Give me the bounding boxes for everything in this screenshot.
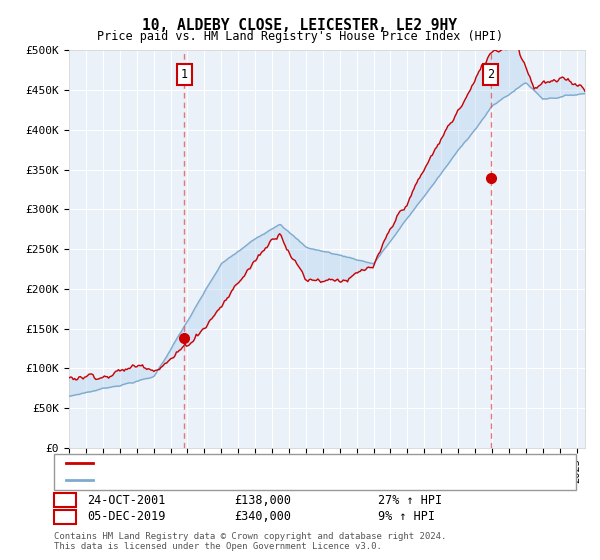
Text: 27% ↑ HPI: 27% ↑ HPI xyxy=(378,493,442,507)
Text: 9% ↑ HPI: 9% ↑ HPI xyxy=(378,510,435,524)
Text: HPI: Average price, detached house, Leicester: HPI: Average price, detached house, Leic… xyxy=(99,475,380,485)
Text: 2: 2 xyxy=(61,510,68,524)
Text: 05-DEC-2019: 05-DEC-2019 xyxy=(87,510,166,524)
Text: 1: 1 xyxy=(61,493,68,507)
Text: Contains HM Land Registry data © Crown copyright and database right 2024.
This d: Contains HM Land Registry data © Crown c… xyxy=(54,532,446,552)
Text: 10, ALDEBY CLOSE, LEICESTER, LE2 9HY (detached house): 10, ALDEBY CLOSE, LEICESTER, LE2 9HY (de… xyxy=(99,458,430,468)
Text: 24-OCT-2001: 24-OCT-2001 xyxy=(87,493,166,507)
Text: 2: 2 xyxy=(487,68,494,81)
Text: Price paid vs. HM Land Registry's House Price Index (HPI): Price paid vs. HM Land Registry's House … xyxy=(97,30,503,43)
Text: 10, ALDEBY CLOSE, LEICESTER, LE2 9HY: 10, ALDEBY CLOSE, LEICESTER, LE2 9HY xyxy=(143,18,458,34)
Text: £138,000: £138,000 xyxy=(234,493,291,507)
Text: 1: 1 xyxy=(181,68,188,81)
Text: £340,000: £340,000 xyxy=(234,510,291,524)
